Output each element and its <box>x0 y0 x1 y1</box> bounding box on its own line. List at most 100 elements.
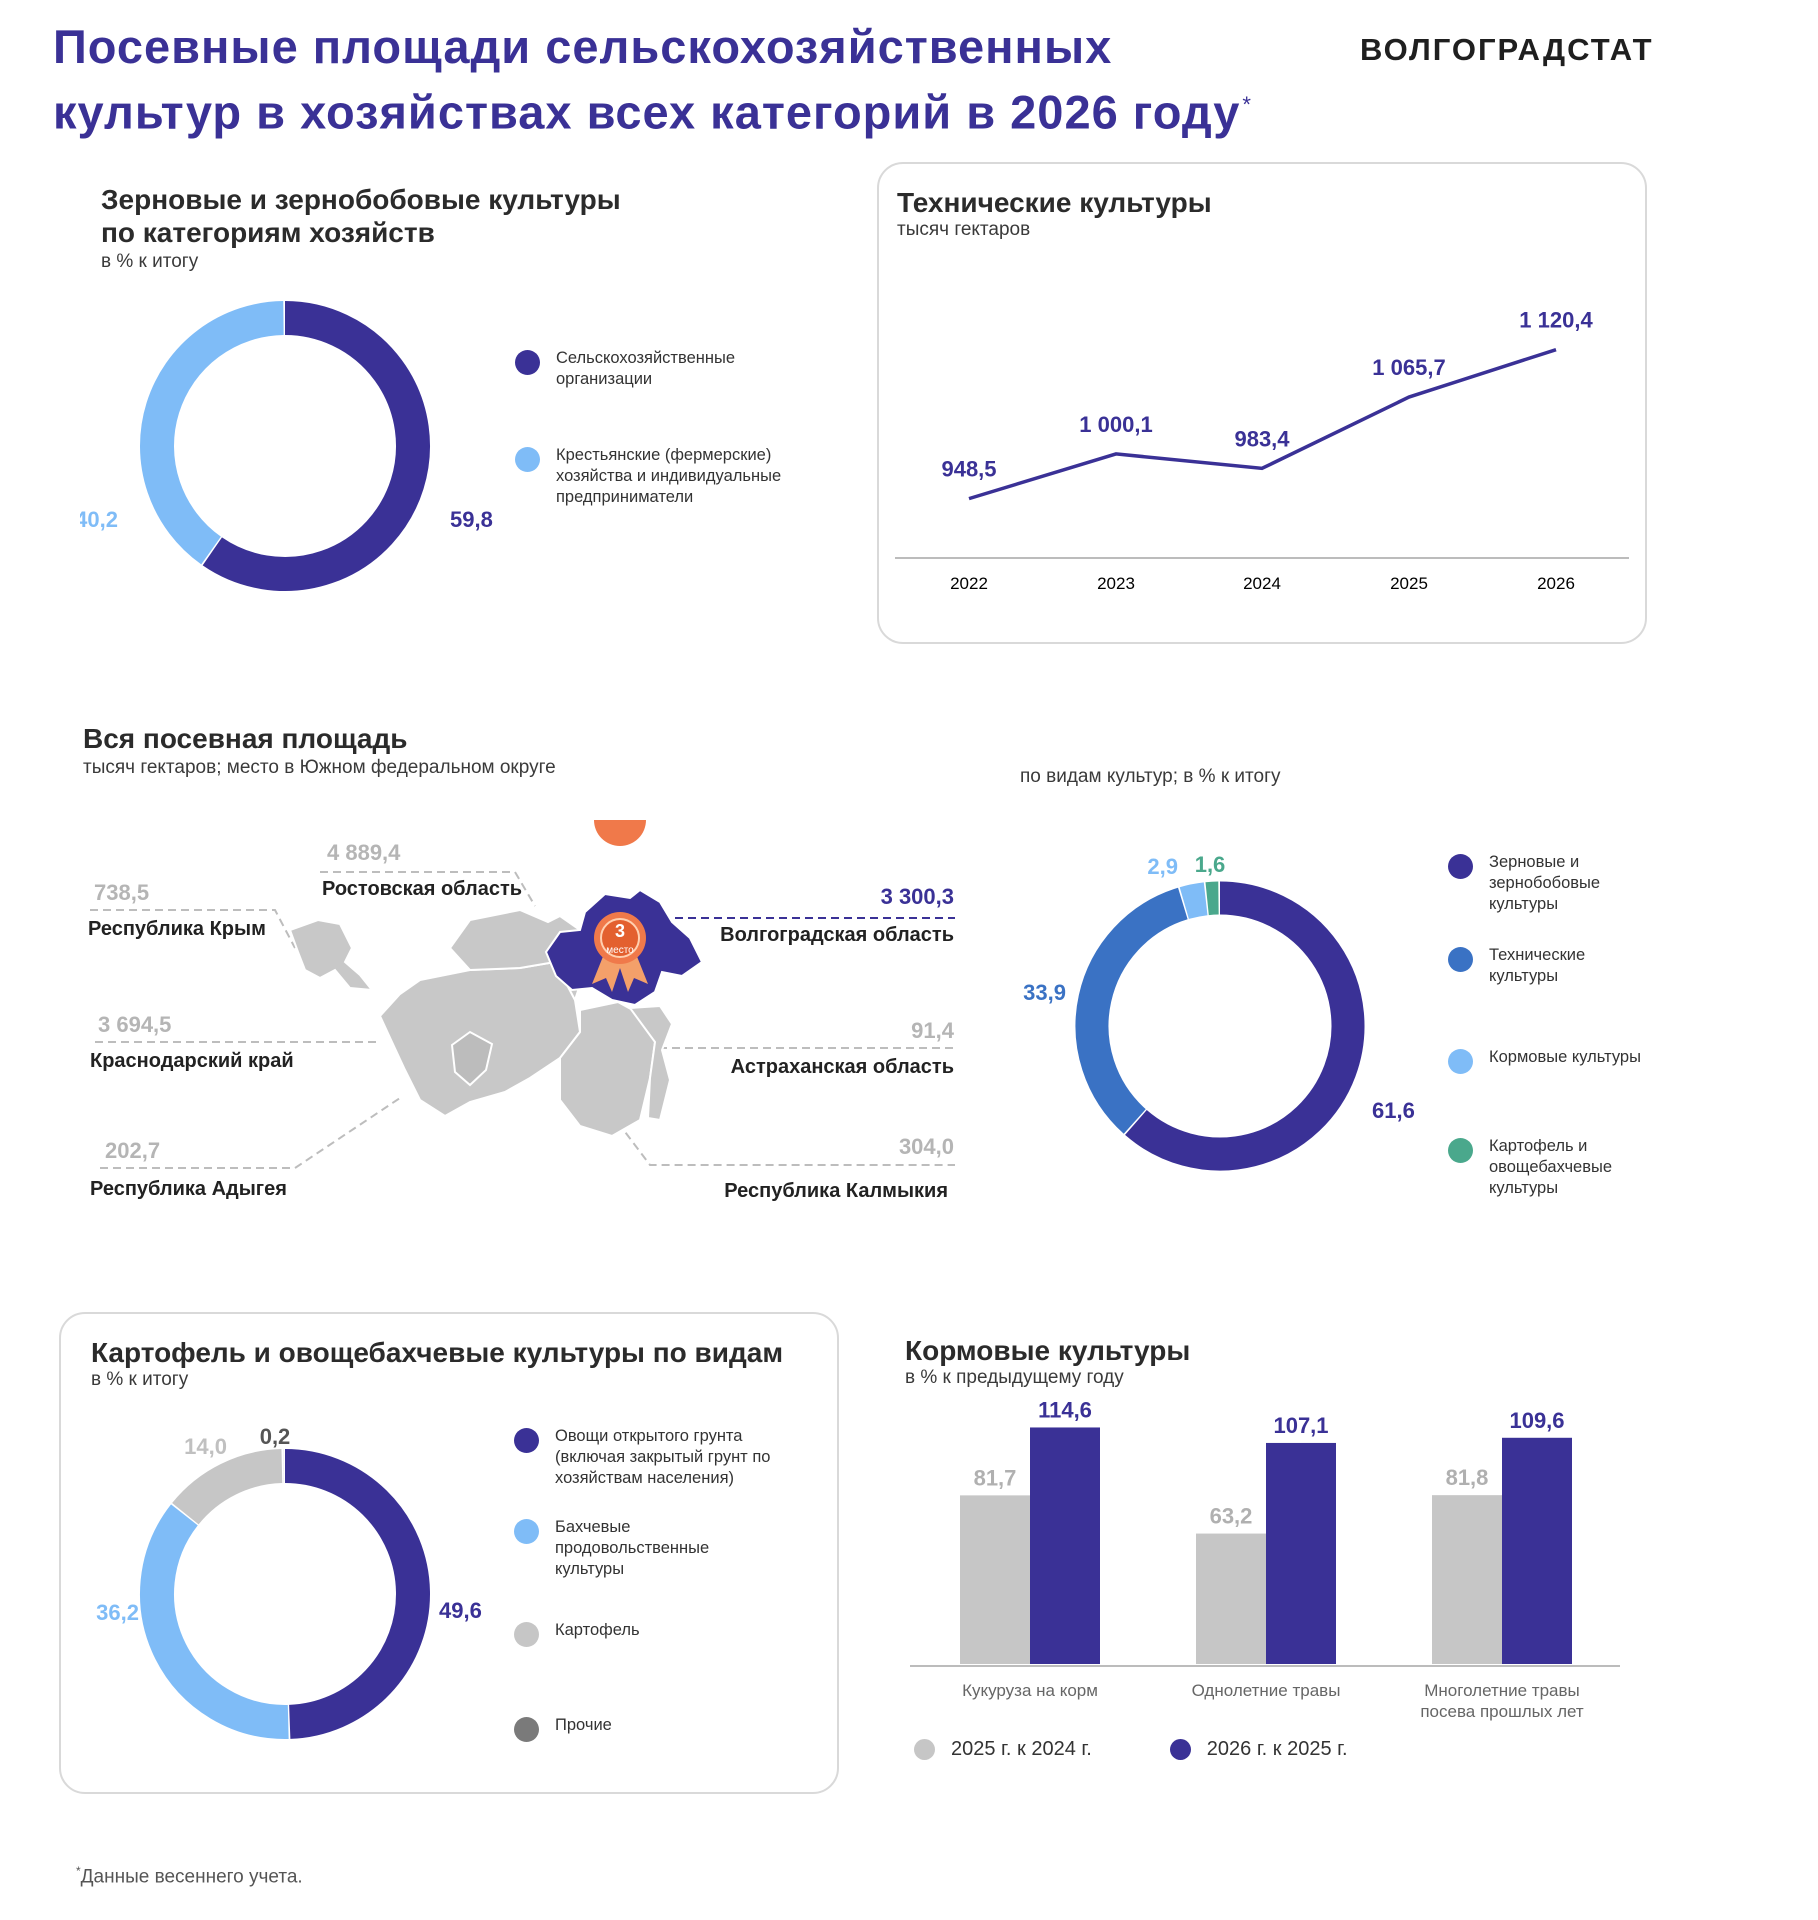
legend-dot <box>1448 1138 1473 1163</box>
brand-logo: ВОЛГОГРАДСТАТ <box>1360 32 1654 67</box>
region-name-astrakhan: Астраханская область <box>730 1056 954 1078</box>
fodder-legend: 2025 г. к 2024 г. 2026 г. к 2025 г. <box>914 1738 1348 1761</box>
footnote-text: Данные весеннего учета. <box>80 1866 303 1888</box>
fodder-bar <box>960 1495 1030 1664</box>
legend-dot <box>514 1519 539 1544</box>
grain-donut: 59,8 40,2 <box>80 301 493 591</box>
leader-crimea <box>90 909 296 949</box>
crops-legend-item-potato: Картофель и овощебахчевые культуры <box>1448 1136 1788 1199</box>
fodder-bar <box>1196 1533 1266 1664</box>
donut-slice <box>284 1449 430 1739</box>
technical-chart-subtitle: тысяч гектаров <box>897 219 1031 240</box>
x-tick-label: 2025 <box>1390 574 1428 593</box>
region-name-volgograd: Волгоградская область <box>720 924 954 946</box>
legend-label: Сельскохозяйственные организации <box>556 349 736 388</box>
legend-dot <box>514 1717 539 1742</box>
region-name-crimea: Республика Крым <box>88 918 266 940</box>
potato-legend-item-potato: Картофель <box>514 1620 824 1647</box>
region-value-astrakhan: 91,4 <box>911 1018 954 1043</box>
bar-value-label: 81,8 <box>1446 1465 1489 1490</box>
leader-rostov <box>320 871 536 907</box>
legend-dot <box>1448 947 1473 972</box>
line-value-label: 1 120,4 <box>1519 308 1593 333</box>
legend-label: 2026 г. к 2025 г. <box>1206 1738 1348 1760</box>
legend-label: Прочие <box>555 1716 612 1734</box>
bar-value-label: 114,6 <box>1038 1400 1092 1422</box>
fodder-bar <box>1266 1442 1336 1664</box>
donut-value-label: 2,9 <box>1147 854 1178 879</box>
footnote: *Данные весеннего учета. <box>76 1864 303 1888</box>
crops-legend-item-grain: Зерновые и зернобобовые культуры <box>1448 852 1788 915</box>
potato-legend-item-vegetables: Овощи открытого грунта (включая закрытый… <box>514 1426 824 1489</box>
grain-chart-subtitle: в % к итогу <box>101 251 199 272</box>
donut-slice <box>1205 881 1219 916</box>
southern-district-map: 3 место <box>90 820 955 1169</box>
legend-label: Крестьянские (фермерские) хозяйства и ин… <box>556 446 782 506</box>
fodder-category-label: Кукуруза на корм <box>962 1681 1098 1700</box>
fodder-chart-subtitle: в % к предыдущему году <box>905 1367 1124 1388</box>
x-tick-label: 2022 <box>950 574 988 593</box>
page-title-line1: Посевные площади сельскохозяйственных <box>53 20 1113 73</box>
region-value-rostov: 4 889,4 <box>327 840 401 865</box>
region-astrakhan <box>628 1004 674 1122</box>
bar-value-label: 109,6 <box>1509 1408 1564 1433</box>
fodder-bar-chart: 81,7 114,6 63,2 107,1 81,8 109,6 <box>910 1400 1620 1667</box>
rank-medal-icon <box>592 820 648 992</box>
potato-legend-item-other: Прочие <box>514 1715 824 1742</box>
donut-slice <box>140 301 284 565</box>
page-title: Посевные площади сельскохозяйственных ку… <box>53 18 1253 142</box>
footnote-mark: * <box>1242 92 1252 117</box>
potato-panel: Картофель и овощебахчевые культуры по ви… <box>59 1312 839 1794</box>
donut-slice <box>1179 882 1208 920</box>
x-tick-label: 2026 <box>1537 574 1575 593</box>
legend-label: Кормовые культуры <box>1489 1048 1641 1066</box>
region-crimea <box>288 918 375 992</box>
line-value-label: 1 000,1 <box>1079 412 1152 437</box>
fodder-category-label: Многолетние травы посева прошлых лет <box>1420 1681 1584 1721</box>
fodder-category-label: Однолетние травы <box>1191 1681 1341 1700</box>
legend-label: Картофель и овощебахчевые культуры <box>1489 1137 1613 1197</box>
grain-legend-item-farm: Крестьянские (фермерские) хозяйства и ин… <box>515 445 815 508</box>
grain-chart-header: Зерновые и зернобобовые культуры по кате… <box>101 183 701 273</box>
x-tick-label: 2024 <box>1243 574 1281 593</box>
legend-dot <box>515 350 540 375</box>
region-value-volgograd: 3 300,3 <box>880 884 954 909</box>
fodder-chart-header: Кормовые культуры в % к предыдущему году <box>905 1334 1190 1389</box>
x-tick-label: 2023 <box>1097 574 1135 593</box>
fodder-bar <box>1030 1427 1100 1664</box>
fodder-bar <box>1432 1495 1502 1664</box>
region-value-kalmykia: 304,0 <box>898 1134 954 1159</box>
region-value-crimea: 738,5 <box>94 880 150 905</box>
technical-series-line <box>968 347 1557 501</box>
legend-label: Технические культуры <box>1489 946 1586 985</box>
bar-value-label: 63,2 <box>1210 1504 1253 1529</box>
legend-label: Бахчевые продовольственные культуры <box>555 1518 710 1578</box>
technical-line-chart: 948,5 2022 1 000,1 2023 983,4 2024 1 065,7 2025… <box>895 308 1629 593</box>
legend-dot <box>1169 1739 1191 1760</box>
potato-chart-subtitle: в % к итогу <box>91 1369 189 1390</box>
fodder-legend-item-2026: 2026 г. к 2025 г. <box>1169 1738 1348 1761</box>
legend-label: Зерновые и зернобобовые культуры <box>1489 853 1601 913</box>
by-crops-subtitle: по видам культур; в % к итогу <box>1020 766 1281 787</box>
leader-kalmykia <box>609 1111 955 1166</box>
donut-value-label: 14,0 <box>184 1434 227 1459</box>
legend-dot <box>515 447 540 472</box>
donut-slice <box>1125 881 1365 1171</box>
by-crops-donut: 61,6 33,9 2,9 1,6 <box>1023 852 1415 1171</box>
map-leader-lines <box>90 871 955 1169</box>
potato-legend: Овощи открытого грунта (включая закрытый… <box>514 1426 824 1742</box>
map-regions <box>288 908 674 1138</box>
fodder-legend-item-2025: 2025 г. к 2024 г. <box>914 1738 1092 1761</box>
line-value-label: 1 065,7 <box>1372 355 1445 380</box>
grain-legend: Сельскохозяйственные организации Крестья… <box>515 348 815 508</box>
region-name-rostov: Ростовская область <box>322 878 523 900</box>
legend-dot <box>1448 1049 1473 1074</box>
rank-word: место <box>606 945 634 956</box>
region-value-adygea: 202,7 <box>105 1138 161 1163</box>
donut-value-label: 49,6 <box>439 1598 482 1623</box>
bar-value-label: 107,1 <box>1273 1413 1328 1438</box>
donut-value-label: 1,6 <box>1195 852 1226 877</box>
leader-adygea <box>100 1097 401 1169</box>
rank-number: 3 <box>615 921 625 941</box>
footnote-mark: * <box>76 1864 81 1878</box>
